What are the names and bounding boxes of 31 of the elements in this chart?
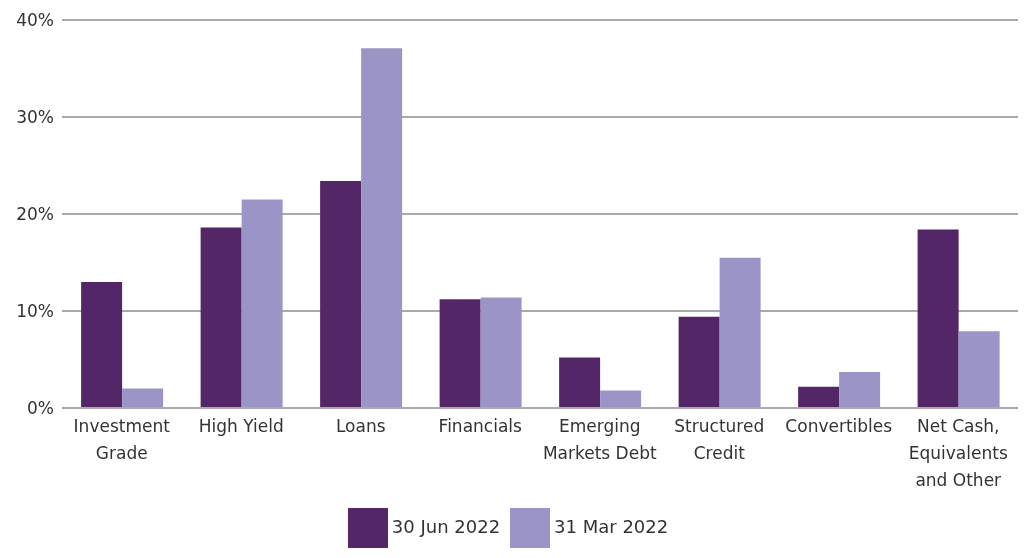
y-tick-label: 40% xyxy=(16,10,54,31)
x-tick-label: Structured Credit xyxy=(674,416,765,463)
bar xyxy=(439,299,481,408)
y-tick-label: 0% xyxy=(27,398,54,419)
bar xyxy=(958,331,1000,408)
bar xyxy=(81,281,123,408)
bar xyxy=(798,386,840,408)
x-tick-label: Convertibles xyxy=(785,416,893,436)
bar xyxy=(241,199,283,408)
bar xyxy=(122,388,164,408)
y-tick-label: 20% xyxy=(16,204,54,225)
y-tick-label: 30% xyxy=(16,107,54,128)
bar xyxy=(361,48,403,408)
bar xyxy=(719,257,761,408)
bar xyxy=(320,181,362,408)
bar xyxy=(559,357,601,408)
bar xyxy=(678,316,720,408)
bar xyxy=(917,229,959,408)
bar xyxy=(200,227,242,408)
x-tick-label: Investment Grade xyxy=(73,416,171,463)
y-tick-label: 10% xyxy=(16,301,54,322)
bar xyxy=(839,372,881,408)
x-tick-label: Financials xyxy=(438,416,523,436)
x-tick-label: Emerging Markets Debt xyxy=(542,416,657,463)
bar xyxy=(480,297,522,408)
bar xyxy=(600,390,642,408)
legend-label: 30 Jun 2022 xyxy=(391,516,501,537)
legend-label: 31 Mar 2022 xyxy=(554,516,669,537)
x-tick-label: Net Cash, Equivalents and Other xyxy=(908,416,1008,490)
x-tick-label: High Yield xyxy=(198,416,284,436)
x-tick-label: Loans xyxy=(335,416,386,436)
